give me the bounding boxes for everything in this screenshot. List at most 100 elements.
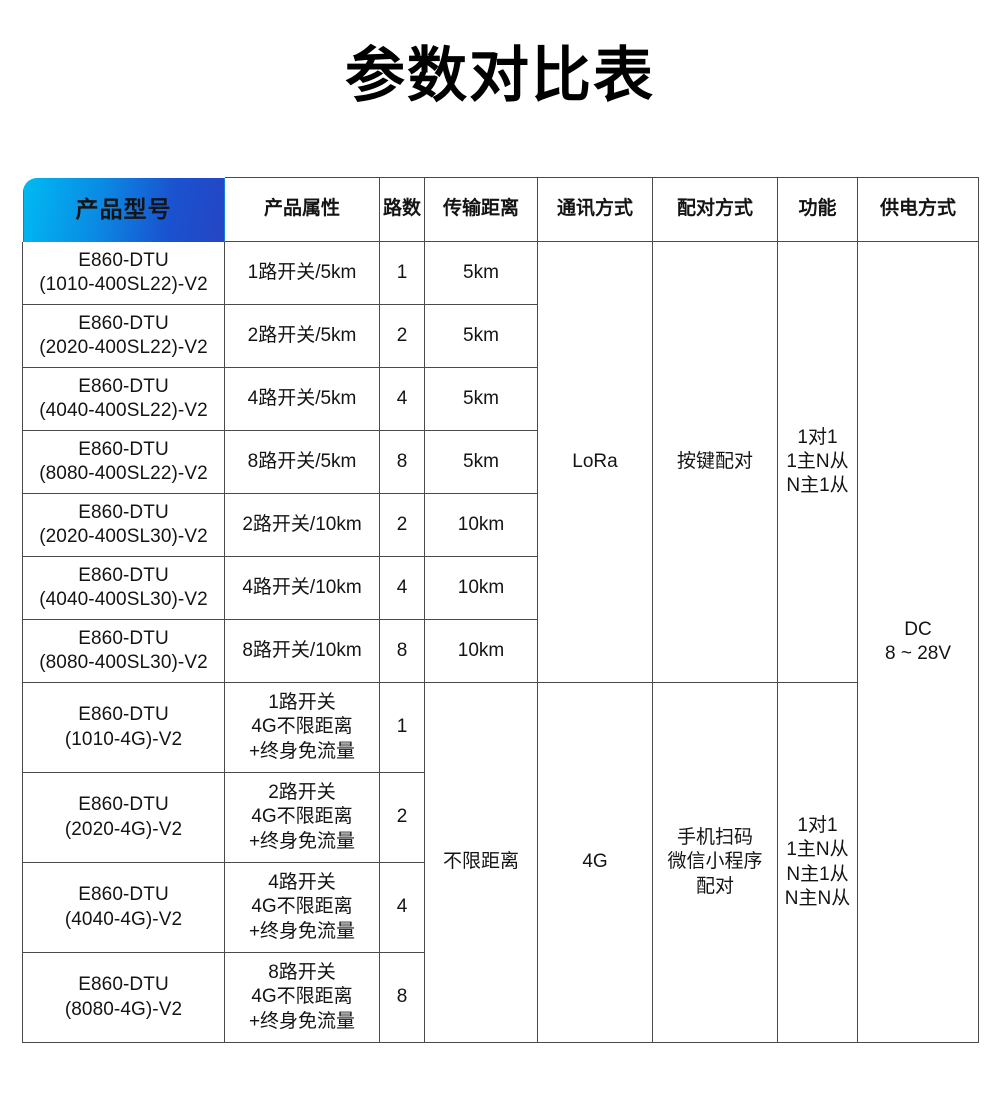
cell-distance: 5km bbox=[424, 241, 538, 305]
cell-attribute: 1路开关 4G不限距离 +终身免流量 bbox=[224, 682, 380, 773]
function-line-3: N主1从 bbox=[786, 475, 849, 497]
function-line-2: 1主N从 bbox=[786, 450, 849, 472]
cell-communication-4g: 4G bbox=[537, 682, 653, 1043]
function-line-2: 1主N从 bbox=[786, 839, 849, 861]
cell-attribute: 4路开关/5km bbox=[224, 367, 380, 431]
cell-ways: 4 bbox=[379, 556, 425, 620]
model-line-2: (4040-400SL22)-V2 bbox=[39, 400, 208, 421]
model-line-2: (2020-4G)-V2 bbox=[64, 818, 183, 840]
cell-ways: 1 bbox=[379, 241, 425, 305]
model-line-2: (1010-400SL22)-V2 bbox=[39, 274, 208, 295]
cell-ways: 8 bbox=[379, 619, 425, 683]
power-line-1: DC bbox=[904, 618, 932, 640]
cell-pairing-4g: 手机扫码 微信小程序 配对 bbox=[652, 682, 778, 1043]
column-header-power: 供电方式 bbox=[857, 177, 979, 242]
table-row: E860-DTU (4040-400SL30)-V2 4路开关/10km 4 1… bbox=[22, 556, 979, 620]
table-row: E860-DTU (8080-4G)-V2 8路开关 4G不限距离 +终身免流量… bbox=[22, 952, 979, 1043]
cell-model: E860-DTU (8080-400SL22)-V2 bbox=[22, 430, 225, 494]
table-row: E860-DTU (4040-400SL22)-V2 4路开关/5km 4 5k… bbox=[22, 367, 979, 431]
cell-distance-4g: 不限距离 bbox=[424, 682, 538, 1043]
model-line-1: E860-DTU bbox=[78, 375, 169, 397]
table-row: E860-DTU (1010-400SL22)-V2 1路开关/5km 1 5k… bbox=[22, 241, 979, 1043]
column-header-distance: 传输距离 bbox=[424, 177, 538, 242]
column-header-model: 产品型号 bbox=[22, 177, 225, 242]
model-line-2: (2020-400SL30)-V2 bbox=[39, 526, 208, 547]
model-line-1: E860-DTU bbox=[78, 312, 169, 334]
table-row: E860-DTU (1010-4G)-V2 1路开关 4G不限距离 +终身免流量… bbox=[22, 682, 979, 1043]
attribute-line-1: 4路开关 bbox=[268, 872, 336, 894]
cell-attribute: 8路开关/10km bbox=[224, 619, 380, 683]
column-header-pairing: 配对方式 bbox=[652, 177, 778, 242]
table-row: E860-DTU (8080-400SL30)-V2 8路开关/10km 8 1… bbox=[22, 619, 979, 683]
model-line-2: (4040-400SL30)-V2 bbox=[39, 589, 208, 610]
attribute-line-3: +终身免流量 bbox=[248, 920, 356, 942]
attribute-line-1: 1路开关 bbox=[268, 692, 336, 714]
model-line-2: (8080-4G)-V2 bbox=[64, 998, 183, 1020]
cell-model: E860-DTU (1010-400SL22)-V2 bbox=[22, 241, 225, 305]
cell-attribute: 2路开关/10km bbox=[224, 493, 380, 557]
table-row: E860-DTU (2020-400SL22)-V2 2路开关/5km 2 5k… bbox=[22, 304, 979, 368]
cell-attribute: 8路开关 4G不限距离 +终身免流量 bbox=[224, 952, 380, 1043]
cell-attribute: 2路开关/5km bbox=[224, 304, 380, 368]
cell-distance: 10km bbox=[424, 619, 538, 683]
cell-power-supply: DC 8 ~ 28V bbox=[857, 241, 979, 1043]
table-row: E860-DTU (4040-4G)-V2 4路开关 4G不限距离 +终身免流量… bbox=[22, 862, 979, 953]
model-line-2: (1010-4G)-V2 bbox=[64, 728, 183, 750]
attribute-line-2: 4G不限距离 bbox=[251, 716, 353, 738]
cell-attribute: 1路开关/5km bbox=[224, 241, 380, 305]
cell-attribute: 4路开关/10km bbox=[224, 556, 380, 620]
cell-communication-lora: LoRa bbox=[537, 241, 653, 683]
model-line-1: E860-DTU bbox=[78, 627, 169, 649]
model-line-2: (8080-400SL30)-V2 bbox=[39, 652, 208, 673]
function-line-1: 1对1 bbox=[797, 426, 838, 448]
cell-distance: 5km bbox=[424, 304, 538, 368]
pairing-line-3: 配对 bbox=[695, 875, 734, 897]
attribute-line-3: +终身免流量 bbox=[248, 830, 356, 852]
cell-ways: 2 bbox=[379, 493, 425, 557]
column-header-function: 功能 bbox=[777, 177, 858, 242]
attribute-line-2: 4G不限距离 bbox=[251, 896, 353, 918]
function-line-1: 1对1 bbox=[797, 814, 838, 836]
table-row: E860-DTU (2020-4G)-V2 2路开关 4G不限距离 +终身免流量… bbox=[22, 772, 979, 863]
function-line-3: N主1从 bbox=[786, 863, 849, 885]
cell-model: E860-DTU (4040-400SL30)-V2 bbox=[22, 556, 225, 620]
table-body: E860-DTU (1010-400SL22)-V2 1路开关/5km 1 5k… bbox=[22, 241, 979, 1043]
page-title: 参数对比表 bbox=[345, 42, 655, 109]
cell-ways: 4 bbox=[379, 862, 425, 953]
parameter-comparison-table: 产品型号 产品属性 路数 传输距离 通讯方式 配对方式 功能 供电方式 E860… bbox=[22, 177, 979, 1043]
cell-ways: 8 bbox=[379, 430, 425, 494]
model-line-1: E860-DTU bbox=[78, 704, 169, 726]
model-line-1: E860-DTU bbox=[78, 974, 169, 996]
cell-ways: 2 bbox=[379, 772, 425, 863]
model-line-1: E860-DTU bbox=[78, 564, 169, 586]
cell-ways: 1 bbox=[379, 682, 425, 773]
cell-distance: 5km bbox=[424, 430, 538, 494]
cell-distance: 5km bbox=[424, 367, 538, 431]
cell-model: E860-DTU (4040-400SL22)-V2 bbox=[22, 367, 225, 431]
attribute-line-2: 4G不限距离 bbox=[251, 806, 353, 828]
model-line-1: E860-DTU bbox=[78, 884, 169, 906]
pairing-line-1: 手机扫码 bbox=[676, 827, 753, 849]
model-line-2: (2020-400SL22)-V2 bbox=[39, 337, 208, 358]
model-line-1: E860-DTU bbox=[78, 501, 169, 523]
cell-distance: 10km bbox=[424, 556, 538, 620]
table-header: 产品型号 产品属性 路数 传输距离 通讯方式 配对方式 功能 供电方式 bbox=[22, 177, 979, 242]
cell-ways: 2 bbox=[379, 304, 425, 368]
cell-attribute: 2路开关 4G不限距离 +终身免流量 bbox=[224, 772, 380, 863]
table-row: E860-DTU (8080-400SL22)-V2 8路开关/5km 8 5k… bbox=[22, 430, 979, 494]
column-header-ways: 路数 bbox=[379, 177, 425, 242]
function-line-4: N主N从 bbox=[784, 887, 851, 909]
model-line-1: E860-DTU bbox=[78, 438, 169, 460]
cell-model: E860-DTU (8080-400SL30)-V2 bbox=[22, 619, 225, 683]
cell-pairing-lora: 按键配对 bbox=[652, 241, 778, 683]
header-row: 产品型号 产品属性 路数 传输距离 通讯方式 配对方式 功能 供电方式 bbox=[22, 177, 979, 242]
cell-distance: 10km bbox=[424, 493, 538, 557]
column-header-communication: 通讯方式 bbox=[537, 177, 653, 242]
cell-model: E860-DTU (1010-4G)-V2 bbox=[22, 682, 225, 773]
table-row: E860-DTU (2020-400SL30)-V2 2路开关/10km 2 1… bbox=[22, 493, 979, 557]
cell-ways: 4 bbox=[379, 367, 425, 431]
attribute-line-1: 8路开关 bbox=[268, 962, 336, 984]
power-line-2: 8 ~ 28V bbox=[884, 643, 952, 664]
cell-function-lora: 1对1 1主N从 N主1从 bbox=[777, 241, 858, 683]
